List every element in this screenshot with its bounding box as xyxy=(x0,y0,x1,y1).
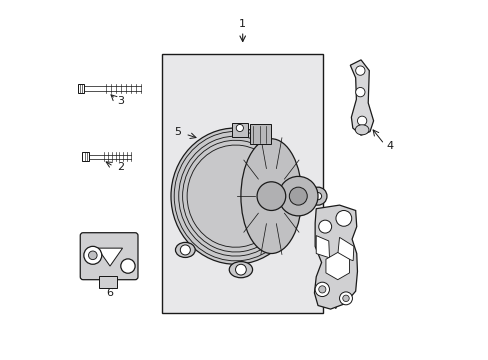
Bar xyxy=(99,276,117,288)
Circle shape xyxy=(121,259,135,273)
Circle shape xyxy=(355,87,364,97)
Bar xyxy=(162,54,323,313)
Circle shape xyxy=(342,295,348,302)
Text: 6: 6 xyxy=(106,288,113,298)
Text: 5: 5 xyxy=(174,127,181,136)
Text: 4: 4 xyxy=(386,141,392,151)
Text: 2: 2 xyxy=(117,162,124,172)
Circle shape xyxy=(335,211,351,226)
Circle shape xyxy=(314,193,321,200)
Polygon shape xyxy=(316,235,329,258)
Circle shape xyxy=(83,246,102,264)
Polygon shape xyxy=(314,205,357,309)
Circle shape xyxy=(355,66,364,75)
Polygon shape xyxy=(337,237,353,261)
Text: 3: 3 xyxy=(117,96,124,106)
Ellipse shape xyxy=(171,128,300,264)
Circle shape xyxy=(289,187,306,205)
Ellipse shape xyxy=(175,242,195,257)
Circle shape xyxy=(308,187,326,205)
Circle shape xyxy=(318,286,325,293)
FancyBboxPatch shape xyxy=(80,233,138,280)
Text: 1: 1 xyxy=(239,19,245,29)
Circle shape xyxy=(318,220,331,233)
Polygon shape xyxy=(97,248,122,266)
Circle shape xyxy=(314,282,329,297)
Circle shape xyxy=(88,251,97,260)
Circle shape xyxy=(357,116,366,126)
Bar xyxy=(78,84,84,93)
Circle shape xyxy=(339,292,352,305)
Bar xyxy=(82,152,89,161)
Bar xyxy=(231,123,247,137)
Bar xyxy=(249,125,271,144)
Circle shape xyxy=(236,125,243,132)
Ellipse shape xyxy=(355,125,368,135)
Polygon shape xyxy=(349,60,373,135)
Ellipse shape xyxy=(229,262,252,278)
Circle shape xyxy=(180,245,190,255)
Circle shape xyxy=(235,264,246,275)
Circle shape xyxy=(278,176,317,216)
Circle shape xyxy=(257,182,285,211)
Text: 7: 7 xyxy=(332,301,339,311)
Ellipse shape xyxy=(241,139,301,253)
